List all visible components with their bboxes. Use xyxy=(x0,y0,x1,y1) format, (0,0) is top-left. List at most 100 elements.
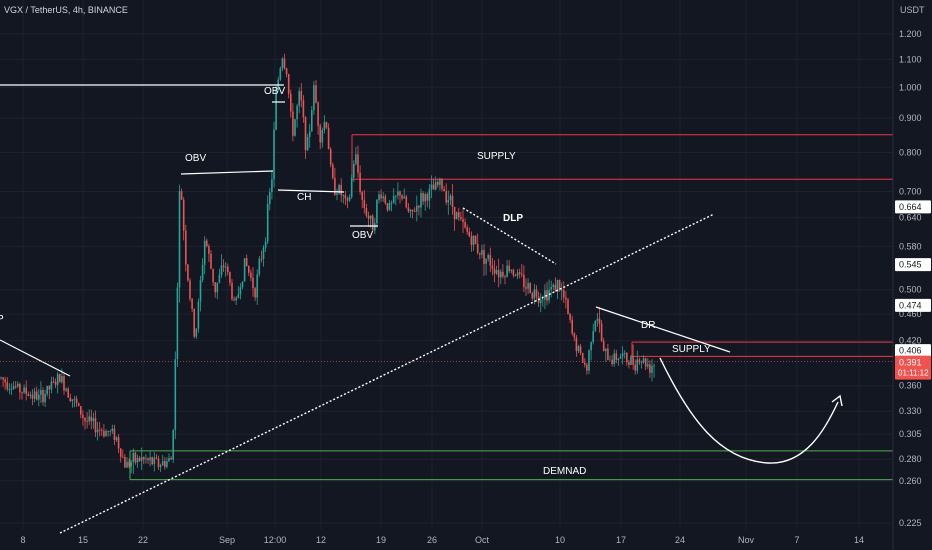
candle xyxy=(380,189,382,202)
candle xyxy=(544,284,546,310)
candle-body xyxy=(262,247,265,260)
candle xyxy=(306,133,309,151)
candle xyxy=(229,271,231,287)
candle-body xyxy=(447,199,450,203)
candle-body xyxy=(632,356,634,365)
candle xyxy=(235,296,237,306)
candle-body xyxy=(218,274,221,283)
time-axis[interactable]: 8 15 22 Sep 12:00 12 19 26 Oct 10 17 24 Nov 7 14 xyxy=(20,535,864,545)
candle-body xyxy=(132,452,135,463)
projection-curve[interactable] xyxy=(659,357,839,464)
ascending-dotted-trendline[interactable] xyxy=(59,213,715,534)
candle-body xyxy=(472,235,475,245)
candle-body xyxy=(155,457,158,459)
candle-body xyxy=(626,352,628,362)
candle-body xyxy=(90,416,93,422)
downtrend-left-line[interactable] xyxy=(0,339,71,377)
x-tick-label: 12:00 xyxy=(264,535,287,545)
candle-body xyxy=(359,172,361,192)
candle-body xyxy=(254,288,256,298)
candle xyxy=(441,178,443,192)
demand-label[interactable]: DEMNAD xyxy=(543,466,586,477)
candle-body xyxy=(149,457,151,461)
candle-body xyxy=(178,191,181,288)
candle-body xyxy=(615,353,618,360)
price-tag-label: 0.545 xyxy=(899,260,922,270)
candle xyxy=(634,359,636,375)
candle xyxy=(371,214,374,231)
candle xyxy=(61,368,63,384)
obv-label-low[interactable]: OBV xyxy=(352,230,373,241)
candle-body xyxy=(556,280,559,292)
candle xyxy=(287,73,290,99)
candle xyxy=(644,357,647,371)
candle xyxy=(594,320,597,333)
supply-label-bottom[interactable]: SUPPLY xyxy=(672,344,711,355)
candle-body xyxy=(197,301,200,329)
x-tick-label: Sep xyxy=(219,535,235,545)
candle xyxy=(508,260,510,274)
y-tick-label: 1.000 xyxy=(899,82,922,92)
candle-body xyxy=(439,178,441,185)
ch-line[interactable] xyxy=(277,189,345,193)
y-tick-label: 1.200 xyxy=(899,29,922,39)
candle-body xyxy=(31,394,34,399)
candle xyxy=(474,235,477,245)
candle xyxy=(218,268,221,284)
candle xyxy=(191,298,193,313)
candle-body xyxy=(50,381,53,390)
dlp-label[interactable]: DLP xyxy=(503,213,523,224)
candle-body xyxy=(575,337,578,352)
candle-body xyxy=(468,231,471,237)
candle-body xyxy=(224,266,227,268)
price-axis[interactable]: 1.200 1.100 1.000 0.900 0.800 0.700 0.640 0.580… xyxy=(899,29,922,528)
candle xyxy=(178,184,181,303)
candle-body xyxy=(581,352,584,363)
candle-body xyxy=(208,246,210,254)
candle-body xyxy=(521,273,523,275)
candle xyxy=(575,335,578,357)
dr-label[interactable]: DR xyxy=(641,320,655,331)
candle xyxy=(185,224,187,272)
candle xyxy=(506,260,508,278)
candle xyxy=(313,80,315,115)
obv-mid-line[interactable] xyxy=(180,170,274,175)
candle xyxy=(479,252,481,260)
candle xyxy=(214,282,216,298)
obv-label-mid[interactable]: OBV xyxy=(185,153,206,164)
candle-body xyxy=(273,129,275,180)
candle-body xyxy=(579,346,582,353)
candle-body xyxy=(189,280,191,299)
candle xyxy=(600,320,603,342)
candle-body xyxy=(535,289,538,297)
candle xyxy=(382,192,384,202)
candle xyxy=(577,344,580,354)
candle-body xyxy=(613,353,615,364)
y-tick-label: 0.330 xyxy=(899,406,922,416)
candle-body xyxy=(14,386,17,388)
candle-body xyxy=(504,276,506,278)
candle xyxy=(201,258,204,283)
candle-body xyxy=(378,194,380,201)
candle-body xyxy=(479,252,481,255)
price-tag-bg xyxy=(895,344,931,358)
candle-body xyxy=(529,283,531,294)
obv-label-top[interactable]: OBV xyxy=(264,86,285,97)
candle-body xyxy=(82,414,84,419)
candle xyxy=(237,286,240,299)
dr-resistance-line[interactable] xyxy=(595,306,731,353)
x-tick-label: 10 xyxy=(555,535,565,545)
candle-body xyxy=(306,137,309,151)
candle xyxy=(239,283,242,300)
candle-body xyxy=(594,320,597,332)
candle-body xyxy=(300,91,303,101)
candle-body xyxy=(508,265,510,272)
ch-label[interactable]: CH xyxy=(297,192,311,203)
candle-body xyxy=(588,350,590,371)
candle-body xyxy=(107,431,109,432)
candle xyxy=(33,387,36,403)
supply-label-top[interactable]: SUPPLY xyxy=(477,151,516,162)
candle-body xyxy=(140,457,143,461)
